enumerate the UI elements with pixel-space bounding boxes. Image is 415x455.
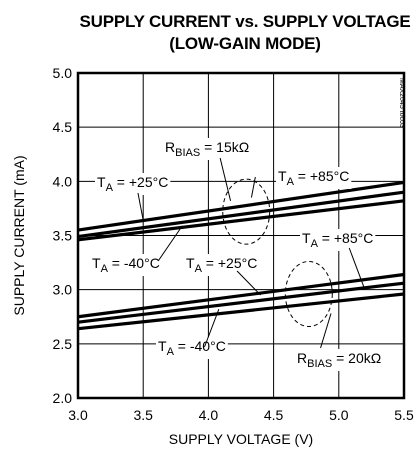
annotation-bg: [95, 173, 171, 195]
annotation-text: TA = +85°C: [278, 168, 349, 188]
annotation-rbias15: RBIAS = 15kΩ: [163, 138, 252, 160]
x-tick-label: 3.0: [68, 407, 88, 423]
annotation-text: TA = -40°C: [158, 338, 226, 358]
annotation-bg: [184, 254, 260, 276]
y-tick-label: 2.5: [53, 336, 73, 352]
x-tick-label: 5.0: [329, 407, 349, 423]
annotation-ta25_top: TA = +25°C: [95, 173, 171, 195]
watermark-label: MAX2645 toc03: [398, 78, 405, 128]
leader-line: [236, 270, 261, 296]
series-line: [77, 281, 405, 324]
leader-line: [219, 157, 232, 201]
annotation-text: TA = +25°C: [186, 255, 257, 275]
y-tick-label: 2.0: [53, 390, 73, 406]
x-axis-label: SUPPLY VOLTAGE (V): [169, 431, 313, 447]
annotation-ta85_bot: TA = +85°C: [300, 229, 376, 251]
series-line: [77, 190, 405, 239]
annotation-bg: [90, 254, 162, 276]
annotation-text: TA = +85°C: [302, 230, 373, 250]
annotation-bg: [300, 229, 376, 251]
y-axis-label: SUPPLY CURRENT (mA): [11, 155, 27, 315]
leader-line: [348, 247, 366, 290]
annotation-bg: [156, 337, 228, 359]
y-tick-label: 3.0: [53, 282, 73, 298]
y-tick-label: 5.0: [53, 65, 73, 81]
series-line: [77, 180, 405, 232]
annotation-bg: [295, 349, 384, 371]
leader-line: [158, 225, 183, 261]
leader-line: [137, 192, 144, 221]
annotation-bg: [163, 138, 252, 160]
annotation-text: TA = +25°C: [97, 174, 168, 194]
annotation-rbias20: RBIAS = 20kΩ: [295, 349, 384, 371]
y-tick-label: 3.5: [53, 228, 73, 244]
annotation-text: TA = -40°C: [92, 255, 160, 275]
annotation-bg: [276, 167, 352, 189]
dashed-circle: [284, 261, 333, 327]
annotation-text: RBIAS = 20kΩ: [297, 350, 381, 370]
x-tick-label: 4.0: [199, 407, 219, 423]
annotation-ta25_bot: TA = +25°C: [184, 254, 260, 276]
chart-title-line1: SUPPLY CURRENT vs. SUPPLY VOLTAGE: [79, 12, 411, 31]
annotation-ta40_bot: TA = -40°C: [156, 337, 228, 359]
y-tick-label: 4.5: [53, 119, 73, 135]
x-tick-label: 5.5: [394, 407, 414, 423]
series-line: [77, 272, 405, 319]
chart-title-line2: (LOW-GAIN MODE): [169, 34, 321, 53]
y-tick-label: 4.0: [53, 173, 73, 189]
leader-line: [320, 313, 332, 349]
annotation-text: RBIAS = 15kΩ: [165, 139, 249, 159]
annotation-ta85_top: TA = +85°C: [276, 167, 352, 189]
series-line: [77, 292, 405, 331]
x-tick-label: 3.5: [133, 407, 153, 423]
x-tick-label: 4.5: [264, 407, 284, 423]
annotation-ta40_top: TA = -40°C: [90, 254, 162, 276]
leader-line: [204, 308, 220, 348]
series-line: [77, 199, 405, 242]
leader-line: [250, 176, 256, 198]
plot-frame: [76, 71, 406, 400]
